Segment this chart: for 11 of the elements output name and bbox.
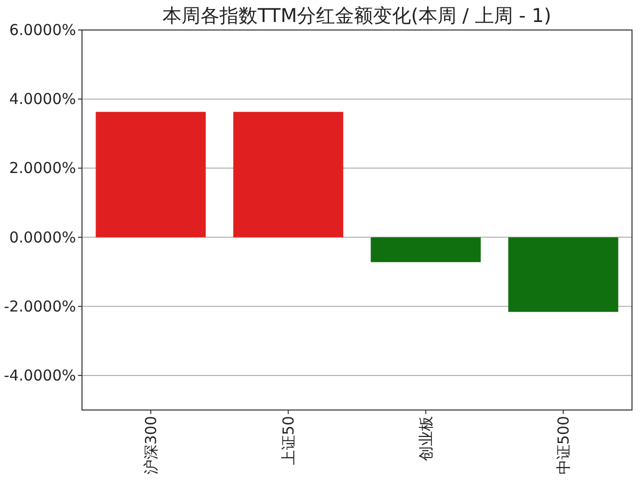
x-tick-label: 上证50: [279, 416, 298, 466]
x-tick-label: 创业板: [416, 416, 435, 461]
y-tick-label: 2.0000%: [9, 159, 76, 178]
y-tick-label: -4.0000%: [4, 366, 76, 384]
y-tick-label: -2.0000%: [4, 297, 76, 316]
y-tick-label: 4.0000%: [9, 90, 76, 108]
y-tick-label: 0.0000%: [9, 228, 76, 246]
x-tick-label: 沪深300: [142, 416, 160, 475]
x-tick-label: 中证500: [554, 416, 572, 475]
y-tick-label: 6.0000%: [9, 21, 76, 39]
chart-title: 本周各指数TTM分红金额变化(本周 / 上周 - 1): [162, 5, 552, 27]
